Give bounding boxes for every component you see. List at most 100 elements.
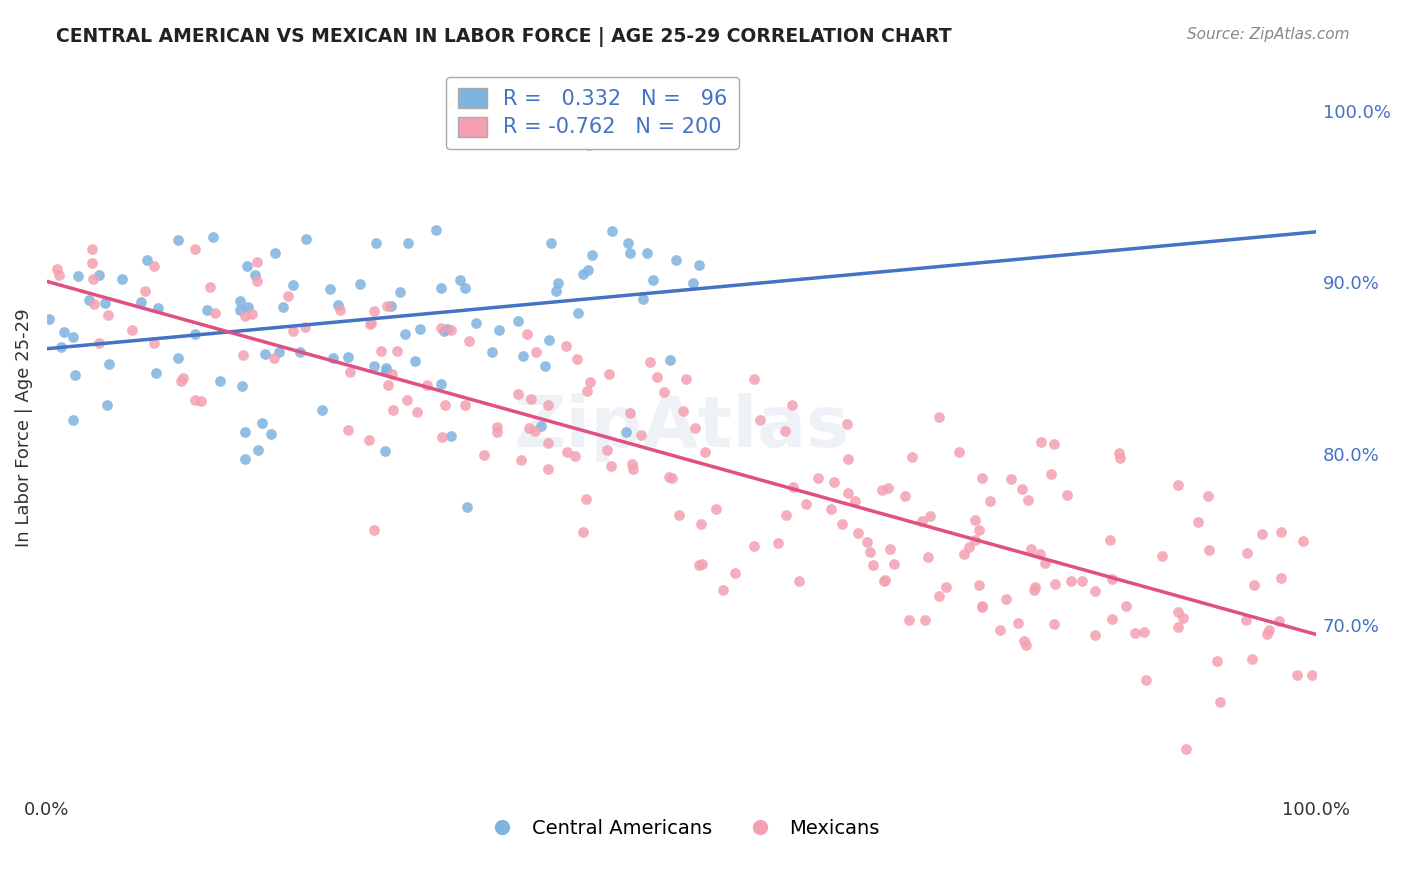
Point xyxy=(579,375,602,389)
Point xyxy=(1135,673,1157,687)
Point xyxy=(688,259,710,273)
Point xyxy=(465,316,488,330)
Point xyxy=(641,273,664,287)
Point xyxy=(1017,493,1039,508)
Point xyxy=(823,475,845,490)
Point xyxy=(879,541,901,556)
Point xyxy=(870,483,893,498)
Point xyxy=(837,451,859,466)
Point xyxy=(554,339,576,353)
Point xyxy=(688,558,710,573)
Point xyxy=(474,448,496,462)
Point xyxy=(236,259,259,273)
Point xyxy=(454,281,477,295)
Point xyxy=(661,471,683,485)
Point xyxy=(1083,584,1105,599)
Point xyxy=(990,623,1012,637)
Point xyxy=(524,344,547,359)
Point xyxy=(1236,546,1258,560)
Point xyxy=(572,524,595,539)
Point xyxy=(1291,534,1313,549)
Point xyxy=(1115,599,1137,613)
Point xyxy=(263,351,285,365)
Point xyxy=(364,235,387,250)
Point xyxy=(576,384,599,398)
Point xyxy=(595,442,617,457)
Point xyxy=(692,558,714,572)
Point xyxy=(1071,574,1094,588)
Point xyxy=(523,425,546,439)
Point xyxy=(319,282,342,296)
Point xyxy=(1270,524,1292,539)
Point xyxy=(782,480,804,494)
Point xyxy=(142,259,165,273)
Point xyxy=(228,303,250,318)
Point xyxy=(567,306,589,320)
Point xyxy=(322,351,344,366)
Point xyxy=(724,566,747,580)
Point xyxy=(62,413,84,427)
Point xyxy=(508,387,530,401)
Point xyxy=(935,580,957,594)
Point xyxy=(184,392,207,407)
Point xyxy=(512,349,534,363)
Point xyxy=(1019,542,1042,557)
Point xyxy=(233,425,256,439)
Point xyxy=(134,285,156,299)
Point xyxy=(820,502,842,516)
Point xyxy=(1167,605,1189,619)
Point xyxy=(294,319,316,334)
Point xyxy=(430,430,453,444)
Point xyxy=(1084,628,1107,642)
Point xyxy=(166,351,188,365)
Point xyxy=(1167,620,1189,634)
Point xyxy=(409,322,432,336)
Point xyxy=(621,458,644,472)
Point xyxy=(457,334,479,349)
Point xyxy=(94,296,117,310)
Point xyxy=(406,405,429,419)
Point xyxy=(900,450,922,465)
Point xyxy=(967,578,990,592)
Point xyxy=(1101,572,1123,586)
Point xyxy=(260,427,283,442)
Point xyxy=(1209,695,1232,709)
Point xyxy=(443,133,465,147)
Point xyxy=(1197,489,1219,503)
Point xyxy=(918,508,941,523)
Point xyxy=(534,359,557,374)
Point xyxy=(957,540,980,554)
Point xyxy=(481,345,503,359)
Point xyxy=(766,536,789,550)
Point xyxy=(775,508,797,523)
Point xyxy=(436,322,458,336)
Point xyxy=(311,403,333,417)
Text: Source: ZipAtlas.com: Source: ZipAtlas.com xyxy=(1187,27,1350,42)
Point xyxy=(204,306,226,320)
Point xyxy=(246,254,269,268)
Point xyxy=(598,367,620,381)
Point xyxy=(970,599,993,614)
Point xyxy=(831,516,853,531)
Point xyxy=(630,428,652,442)
Point xyxy=(883,557,905,571)
Point xyxy=(190,394,212,409)
Point xyxy=(89,268,111,282)
Point xyxy=(602,225,624,239)
Point xyxy=(948,445,970,459)
Point xyxy=(659,353,682,368)
Point xyxy=(363,303,385,318)
Point xyxy=(404,353,426,368)
Point xyxy=(271,300,294,314)
Y-axis label: In Labor Force | Age 25-29: In Labor Force | Age 25-29 xyxy=(15,309,32,547)
Point xyxy=(250,416,273,430)
Point xyxy=(914,614,936,628)
Point xyxy=(516,327,538,342)
Point xyxy=(599,458,621,473)
Point xyxy=(135,252,157,267)
Point xyxy=(83,297,105,311)
Point xyxy=(208,375,231,389)
Point xyxy=(246,274,269,288)
Point xyxy=(381,403,404,417)
Point xyxy=(636,245,658,260)
